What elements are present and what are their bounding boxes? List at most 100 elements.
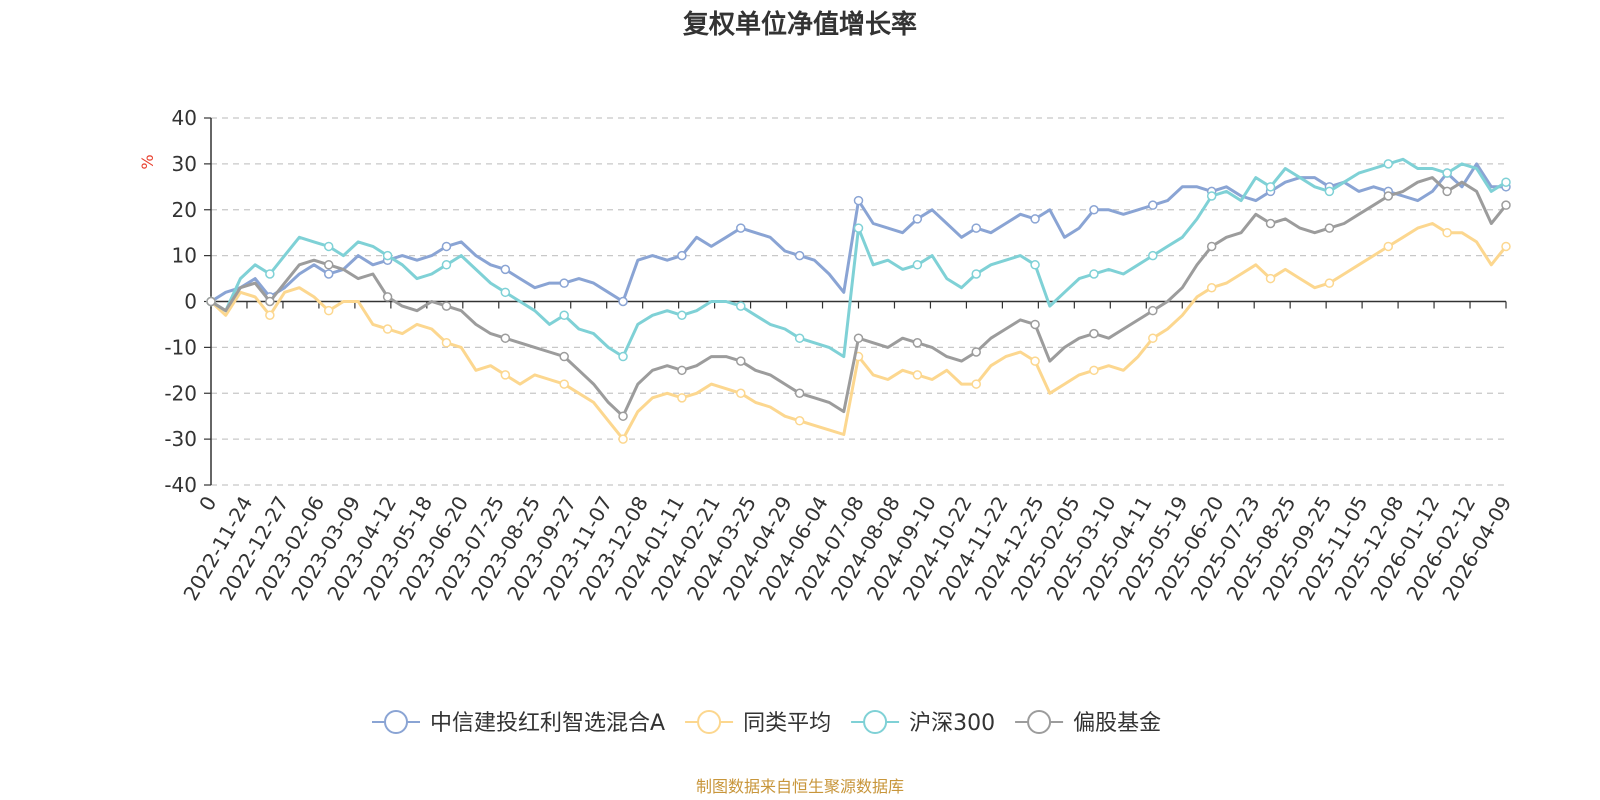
data-point	[677, 393, 687, 403]
series-2	[206, 157, 1511, 362]
data-point	[265, 269, 275, 279]
data-source-note: 制图数据来自恒生聚源数据库	[696, 777, 904, 796]
data-point	[441, 260, 452, 270]
data-point	[441, 301, 452, 311]
data-point	[971, 379, 981, 389]
legend-item-3[interactable]: 偏股基金	[1015, 710, 1161, 736]
data-point	[912, 338, 923, 348]
series-lines	[206, 157, 1511, 444]
data-point	[265, 296, 275, 307]
data-point	[559, 278, 569, 288]
data-point	[912, 214, 923, 224]
data-point	[1501, 200, 1511, 210]
y-tick-label: 20	[172, 198, 197, 222]
data-point	[1324, 186, 1335, 197]
data-point	[971, 347, 981, 357]
data-point	[794, 416, 805, 426]
data-point	[677, 365, 687, 376]
data-point	[559, 310, 569, 321]
data-point	[1324, 223, 1335, 233]
data-point	[323, 260, 334, 270]
x-tick-label: 0	[194, 492, 221, 515]
data-point	[500, 264, 511, 275]
legend-marker-icon	[697, 710, 722, 734]
data-point	[1089, 205, 1099, 215]
data-point	[736, 301, 746, 311]
legend-label: 偏股基金	[1073, 711, 1161, 736]
y-axis-unit: %	[138, 154, 157, 169]
data-point	[1265, 273, 1276, 284]
data-point	[441, 241, 452, 252]
data-point	[559, 379, 569, 389]
legend-label: 中信建投红利智选混合A	[430, 711, 665, 736]
data-point	[1148, 305, 1158, 316]
data-point	[677, 250, 687, 261]
y-tick-label: -20	[164, 381, 197, 405]
data-point	[382, 324, 393, 334]
y-tick-label: -30	[164, 427, 197, 451]
data-point	[1148, 250, 1158, 261]
legend-item-2[interactable]: 沪深300	[851, 710, 995, 736]
y-tick-label: 40	[172, 106, 197, 130]
data-point	[1030, 260, 1040, 270]
data-point	[1324, 278, 1335, 288]
data-point	[736, 356, 746, 366]
series-1	[206, 222, 1511, 444]
data-point	[1148, 333, 1158, 343]
data-point	[500, 370, 511, 380]
legend-marker-icon	[1027, 710, 1052, 734]
data-point	[323, 241, 334, 252]
y-tick-label: 10	[172, 244, 197, 268]
data-point	[1206, 191, 1217, 201]
data-point	[265, 310, 275, 321]
data-point	[912, 260, 923, 270]
series-line	[210, 176, 1508, 418]
legend-item-0[interactable]: 中信建投红利智选混合A	[372, 710, 665, 736]
data-point	[677, 310, 687, 321]
gridlines	[211, 117, 1506, 486]
data-point	[500, 333, 511, 343]
legend-marker-icon	[863, 710, 888, 734]
y-axis: -40 -30 -20 -10 0 10 20 30 40	[164, 106, 212, 497]
data-point	[1265, 218, 1276, 229]
data-point	[618, 411, 628, 421]
legend-marker-icon	[384, 710, 408, 734]
data-point	[971, 223, 981, 233]
data-point	[1030, 214, 1040, 224]
data-point	[1383, 241, 1394, 252]
legend-label: 同类平均	[743, 711, 831, 736]
data-point	[1442, 227, 1452, 238]
data-point	[794, 333, 805, 343]
data-point	[1206, 282, 1217, 293]
data-point	[1501, 177, 1511, 187]
data-point	[382, 292, 393, 302]
y-tick-label: 0	[184, 290, 197, 314]
data-point	[853, 333, 864, 343]
data-point	[1265, 182, 1276, 192]
y-tick-label: -40	[164, 473, 197, 497]
data-point	[1089, 365, 1099, 376]
data-point	[1030, 356, 1040, 366]
data-point	[1383, 159, 1394, 169]
data-point	[794, 388, 805, 398]
data-point	[618, 296, 628, 307]
legend-item-1[interactable]: 同类平均	[685, 710, 831, 736]
data-point	[853, 195, 864, 206]
legend[interactable]: 中信建投红利智选混合A 同类平均 沪深300 偏股基金	[372, 710, 1161, 736]
data-point	[736, 388, 746, 398]
legend-label: 沪深300	[909, 711, 995, 736]
data-point	[559, 351, 569, 362]
data-point	[323, 305, 334, 316]
data-point	[323, 269, 334, 279]
data-point	[1442, 186, 1452, 197]
data-point	[912, 370, 923, 380]
data-point	[441, 338, 452, 348]
data-point	[794, 250, 805, 261]
data-point	[206, 296, 216, 307]
data-point	[1148, 200, 1158, 210]
data-point	[736, 223, 746, 233]
y-tick-label: -10	[164, 335, 197, 359]
data-point	[382, 250, 393, 261]
data-point	[1206, 241, 1217, 252]
